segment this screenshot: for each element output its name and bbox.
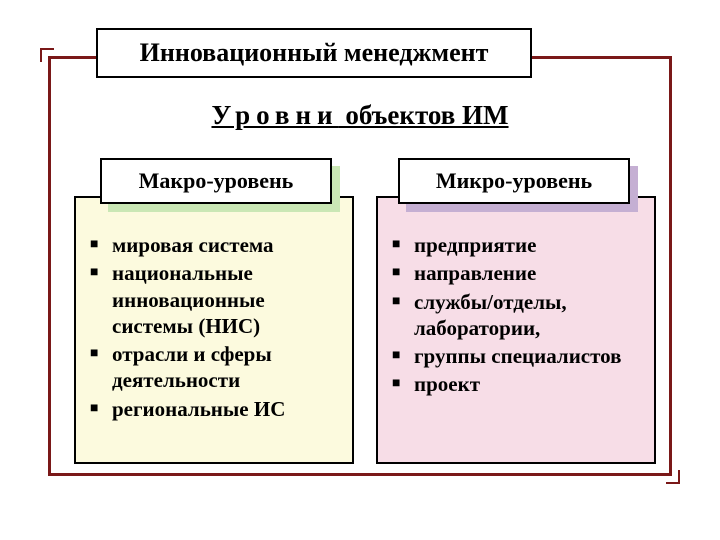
left-column-label: Макро-уровень [139,168,294,194]
left-item-list: мировая система национальные инновационн… [90,232,338,422]
left-panel: мировая система национальные инновационн… [74,196,354,464]
slide-title: Инновационный менеджмент [140,38,489,68]
list-item: проект [392,371,640,397]
right-panel: предприятие направление службы/отделы, л… [376,196,656,464]
slide-title-box: Инновационный менеджмент [96,28,532,78]
left-column-label-box: Макро-уровень [100,158,332,204]
subtitle-spaced: Уровни [211,100,338,130]
list-item: предприятие [392,232,640,258]
list-item: группы специалистов [392,343,640,369]
right-column-label-box: Микро-уровень [398,158,630,204]
subtitle-rest: объектов ИМ [339,100,509,130]
slide-subtitle: Уровни объектов ИМ [0,100,720,131]
list-item: национальные инновационные системы (НИС) [90,260,338,339]
list-item: региональные ИС [90,396,338,422]
right-item-list: предприятие направление службы/отделы, л… [392,232,640,398]
list-item: направление [392,260,640,286]
list-item: службы/отделы, лаборатории, [392,289,640,342]
list-item: отрасли и сферы деятельности [90,341,338,394]
list-item: мировая система [90,232,338,258]
right-column-label: Микро-уровень [436,168,592,194]
